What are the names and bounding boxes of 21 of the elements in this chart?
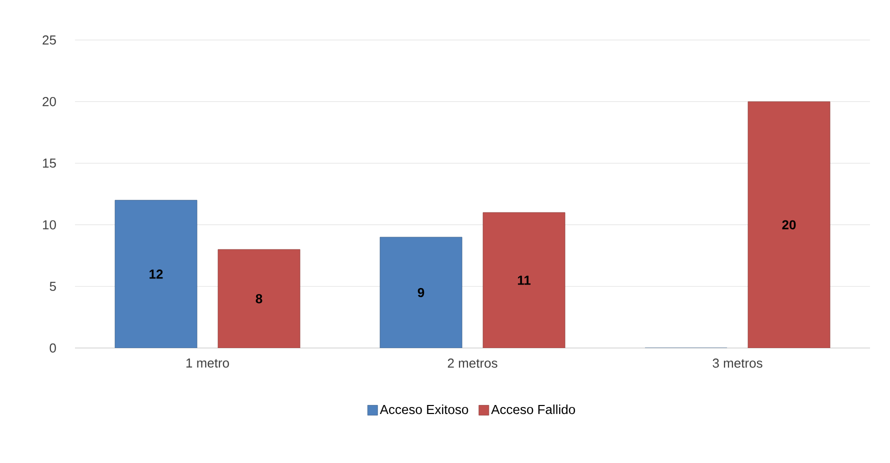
- data-label: 11: [518, 276, 531, 285]
- data-label: 8: [256, 294, 262, 304]
- y-tick-label: 5: [50, 282, 56, 291]
- legend-label: Acceso Fallido: [491, 404, 576, 414]
- bar: [218, 249, 300, 348]
- legend-label: Acceso Exitoso: [380, 404, 468, 414]
- y-tick-label: 20: [42, 96, 56, 106]
- y-tick-label: 25: [42, 35, 56, 45]
- x-tick-label: 2 metros: [448, 358, 498, 368]
- x-tick-label: 1 metro: [186, 358, 229, 368]
- y-tick-label: 0: [50, 343, 56, 353]
- bar: [380, 236, 462, 348]
- data-label: 20: [782, 220, 796, 230]
- bar: [748, 101, 830, 348]
- bar: [114, 200, 198, 348]
- data-label: 9: [418, 288, 424, 298]
- bar: [482, 212, 566, 348]
- data-label: 12: [150, 270, 163, 279]
- y-tick-label: 10: [42, 220, 56, 230]
- y-tick-label: 15: [42, 158, 56, 168]
- x-tick-label: 3 metros: [712, 358, 762, 368]
